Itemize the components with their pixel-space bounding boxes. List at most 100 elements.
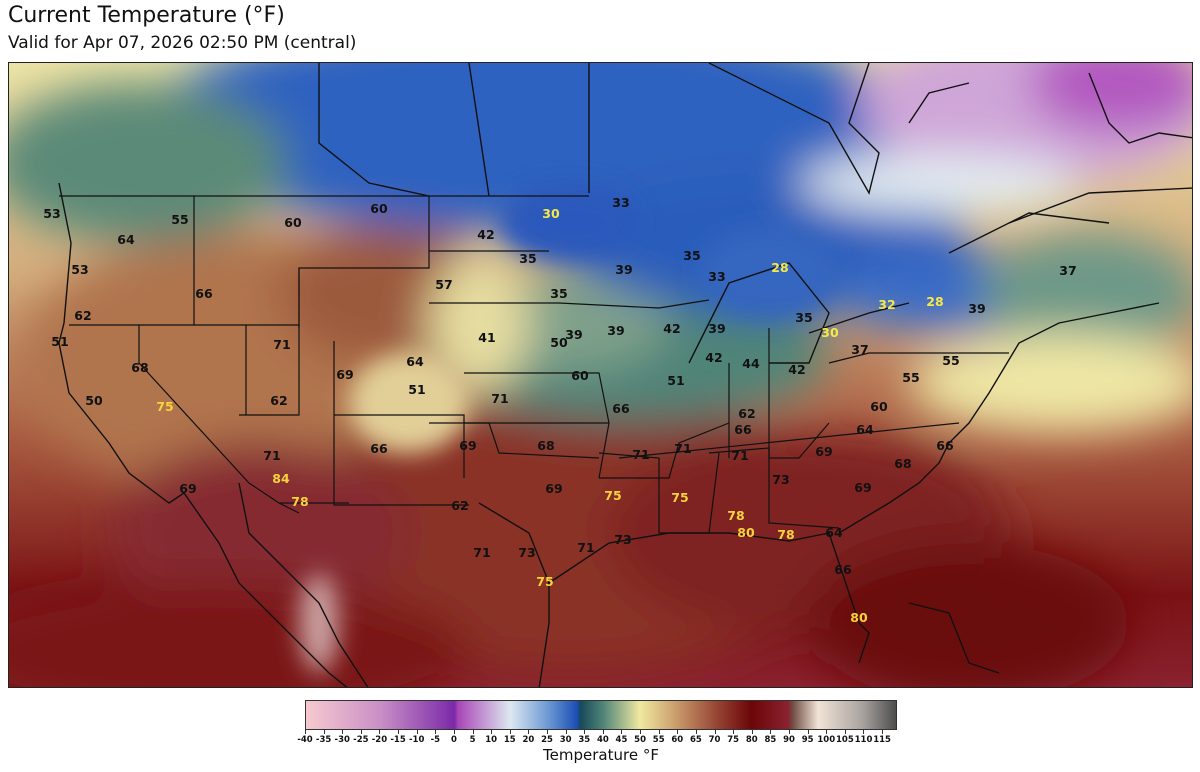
station-temperature: 75 xyxy=(671,490,689,505)
station-temperature: 66 xyxy=(195,286,213,301)
colorbar-tick-mark xyxy=(547,730,548,734)
station-temperature: 39 xyxy=(607,323,625,338)
station-temperature: 64 xyxy=(406,354,424,369)
colorbar-tick-mark xyxy=(733,730,735,734)
station-temperature: 51 xyxy=(667,373,685,388)
station-temperature: 35 xyxy=(519,251,537,266)
colorbar-tick-mark xyxy=(528,730,530,734)
station-temperature: 66 xyxy=(936,438,954,453)
colorbar-tick-mark xyxy=(770,730,772,734)
station-temperature: 50 xyxy=(85,393,103,408)
station-temperature: 66 xyxy=(834,562,852,577)
colorbar-tick: 30 xyxy=(559,735,572,745)
colorbar-tick-mark xyxy=(305,730,306,734)
colorbar-tick: 65 xyxy=(690,735,702,745)
station-temperature: 69 xyxy=(336,367,354,382)
station-temperature: 44 xyxy=(742,356,760,371)
station-temperature: 28 xyxy=(771,260,789,275)
station-temperature: 55 xyxy=(171,212,189,227)
station-temperature: 53 xyxy=(43,206,61,221)
station-temperature: 53 xyxy=(71,262,89,277)
station-temperature: 33 xyxy=(612,195,630,210)
station-temperature: 39 xyxy=(565,327,583,342)
colorbar-tick-mark xyxy=(342,730,344,734)
station-temperature: 66 xyxy=(612,401,630,416)
colorbar-tick: 55 xyxy=(652,735,665,745)
station-temperature: 84 xyxy=(272,471,290,486)
colorbar xyxy=(305,700,897,730)
chart-title: Current Temperature (°F) xyxy=(8,3,285,28)
colorbar-tick: 45 xyxy=(615,735,628,745)
colorbar-tick: 25 xyxy=(541,735,553,745)
colorbar-tick-mark xyxy=(509,730,511,734)
station-temperature: 62 xyxy=(74,308,92,323)
colorbar-tick-mark xyxy=(844,730,846,734)
station-temperature: 69 xyxy=(815,444,833,459)
temperature-field xyxy=(9,63,1192,687)
station-temperature: 41 xyxy=(478,330,496,345)
station-temperature: 71 xyxy=(577,540,595,555)
station-temperature: 62 xyxy=(270,393,288,408)
colorbar-tick-mark xyxy=(695,730,697,734)
colorbar-tick-mark xyxy=(751,730,753,734)
colorbar-tick: 50 xyxy=(634,735,647,745)
station-temperature: 71 xyxy=(731,448,749,463)
station-temperature: 80 xyxy=(850,610,868,625)
station-temperature: 80 xyxy=(737,525,755,540)
coastlines xyxy=(58,63,1192,687)
colorbar-tick-mark xyxy=(584,730,586,734)
station-temperature: 66 xyxy=(370,441,388,456)
station-temperature: 73 xyxy=(772,472,790,487)
state-borders xyxy=(59,195,1009,534)
colorbar-tick: -20 xyxy=(371,735,388,745)
colorbar-tick-mark xyxy=(323,730,325,734)
station-temperature: 55 xyxy=(942,353,960,368)
temperature-map xyxy=(8,62,1193,688)
station-temperature: 73 xyxy=(614,532,632,547)
station-temperature: 55 xyxy=(902,370,920,385)
station-temperature: 51 xyxy=(408,382,426,397)
colorbar-tick: 90 xyxy=(783,735,795,745)
station-temperature: 73 xyxy=(518,545,536,560)
station-temperature: 42 xyxy=(788,362,806,377)
colorbar-tick: -10 xyxy=(409,735,425,745)
colorbar-tick: -5 xyxy=(430,735,441,745)
station-temperature: 64 xyxy=(856,422,874,437)
station-temperature: 71 xyxy=(491,391,509,406)
station-temperature: 69 xyxy=(179,481,197,496)
station-temperature: 68 xyxy=(131,360,149,375)
station-temperature: 60 xyxy=(870,399,888,414)
colorbar-tick: -35 xyxy=(315,735,332,745)
station-temperature: 37 xyxy=(1059,263,1077,278)
colorbar-tick: -40 xyxy=(297,735,313,745)
colorbar-tick: 70 xyxy=(708,735,721,745)
station-temperature: 64 xyxy=(825,525,843,540)
station-temperature: 71 xyxy=(473,545,491,560)
colorbar-tick-mark xyxy=(658,730,660,734)
colorbar-tick: 110 xyxy=(854,735,873,745)
colorbar-tick-mark xyxy=(491,730,493,734)
station-temperature: 39 xyxy=(968,301,986,316)
colorbar-tick-mark xyxy=(360,730,362,734)
colorbar-tick-mark xyxy=(882,730,884,734)
station-temperature: 78 xyxy=(777,527,795,542)
colorbar-tick: 80 xyxy=(745,735,758,745)
station-temperature: 28 xyxy=(926,294,944,309)
station-temperature: 39 xyxy=(708,321,726,336)
colorbar-tick-mark xyxy=(416,730,418,734)
station-temperature: 37 xyxy=(851,342,869,357)
station-temperature: 30 xyxy=(542,206,560,221)
colorbar-tick-mark xyxy=(807,730,809,734)
colorbar-tick: 115 xyxy=(873,735,891,745)
station-temperature: 60 xyxy=(284,215,302,230)
station-temperature: 71 xyxy=(632,447,650,462)
colorbar-tick: 40 xyxy=(596,735,609,745)
station-temperature: 69 xyxy=(854,480,872,495)
station-temperature: 68 xyxy=(894,456,912,471)
colorbar-tick-mark xyxy=(863,730,865,734)
colorbar-tick: 60 xyxy=(671,735,684,745)
station-temperature: 75 xyxy=(156,399,174,414)
colorbar-tick-mark xyxy=(398,730,400,734)
station-temperature: 42 xyxy=(705,350,723,365)
colorbar-tick: 0 xyxy=(450,735,457,745)
